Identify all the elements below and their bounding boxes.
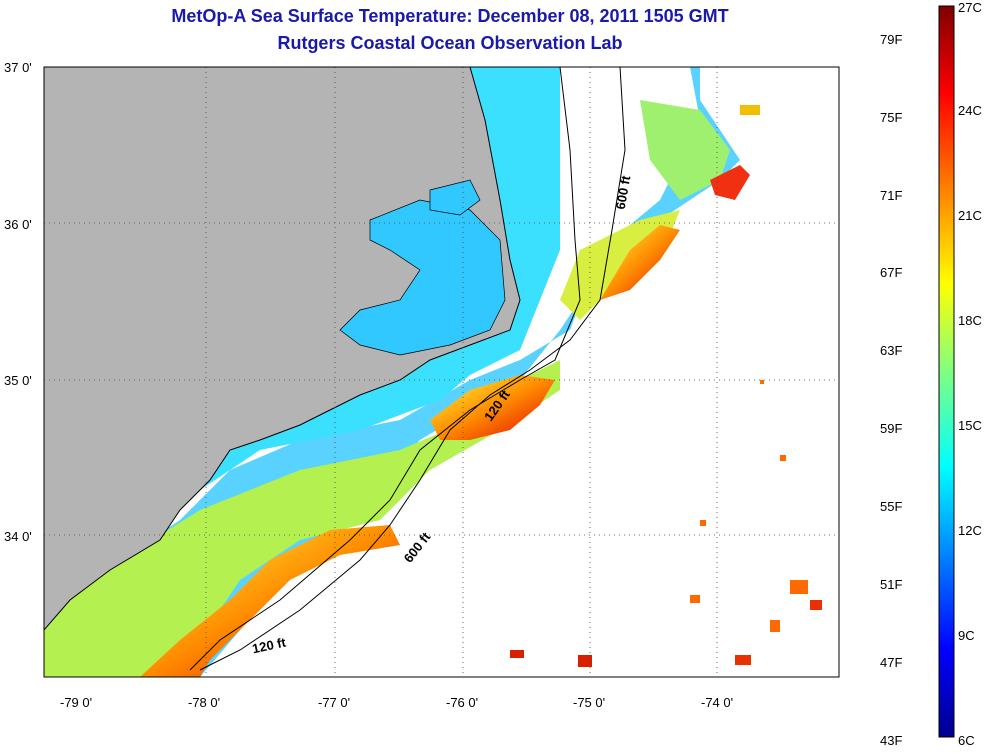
colorbar-c-label: 15C	[958, 418, 982, 433]
gulf-stream-edge-south	[140, 525, 400, 677]
northern-mixed-water	[640, 100, 730, 200]
gridlines	[44, 67, 839, 677]
colorbar-f-label: 43F	[880, 733, 903, 748]
isobath-contours	[189, 66, 626, 671]
colorbar-f-label: 47F	[880, 655, 903, 670]
colorbar-f-label: 67F	[880, 265, 903, 280]
sound-north	[429, 179, 481, 216]
lon-label: -78 0'	[188, 695, 221, 710]
sounds-water	[339, 199, 506, 356]
colorbar-c-label: 24C	[958, 103, 982, 118]
colorbar-c-label: 6C	[958, 733, 975, 748]
gulf-stream-edge-northeast	[710, 165, 750, 200]
colorbar-f-label: 63F	[880, 343, 903, 358]
colorbar-c-label: 18C	[958, 313, 982, 328]
colorbar-c-label: 21C	[958, 208, 982, 223]
lat-label: 36 0'	[4, 217, 32, 232]
lat-label: 37 0'	[4, 60, 32, 75]
colorbar-f-label: 51F	[880, 577, 903, 592]
lon-label: -79 0'	[60, 695, 93, 710]
map-frame	[43, 66, 840, 678]
colorbar-f-label: 59F	[880, 421, 903, 436]
offshore-warm-patches	[510, 105, 822, 667]
map-title: MetOp-A Sea Surface Temperature: Decembe…	[171, 6, 729, 26]
lon-label: -76 0'	[446, 695, 479, 710]
lat-label: 34 0'	[4, 529, 32, 544]
lon-label: -74 0'	[701, 695, 734, 710]
lon-label: -77 0'	[318, 695, 351, 710]
lon-label: -75 0'	[573, 695, 606, 710]
gulf-stream-edge-cape	[430, 375, 555, 440]
colorbar	[938, 5, 955, 738]
lat-label: 35 0'	[4, 373, 32, 388]
colorbar-c-label: 9C	[958, 628, 975, 643]
colorbar-c-label: 27C	[958, 0, 982, 15]
colorbar-f-label: 71F	[880, 188, 903, 203]
mid-shelf-water	[44, 360, 560, 677]
colorbar-c-label: 12C	[958, 523, 982, 538]
colorbar-f-label: 75F	[880, 110, 903, 125]
colorbar-f-label: 55F	[880, 499, 903, 514]
gulf-stream-edge-north	[600, 225, 680, 300]
map-subtitle: Rutgers Coastal Ocean Observation Lab	[277, 33, 623, 53]
colorbar-f-label: 79F	[880, 32, 903, 47]
